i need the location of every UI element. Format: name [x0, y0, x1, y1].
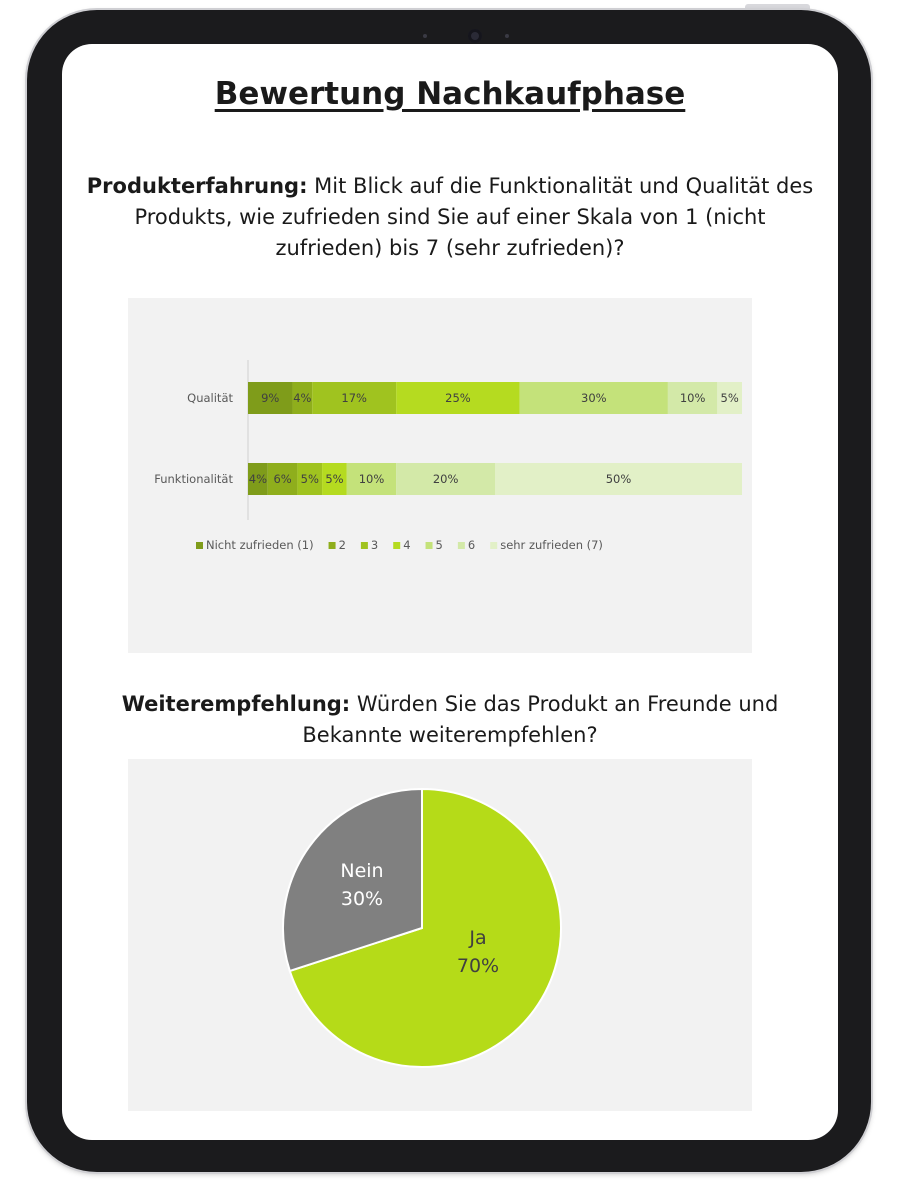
data-label: 5% — [325, 472, 343, 486]
legend-swatch — [360, 542, 368, 549]
question-product-experience: Produkterfahrung: Mit Blick auf die Funk… — [82, 171, 818, 264]
legend-label: 5 — [436, 538, 443, 552]
tablet-screen: Bewertung Nachkaufphase Produkterfahrung… — [62, 44, 838, 1140]
pie-slice-value: 70% — [457, 955, 499, 977]
legend-label: sehr zufrieden (7) — [500, 538, 603, 552]
data-label: 17% — [341, 391, 367, 405]
data-label: 20% — [433, 472, 459, 486]
legend-swatch — [393, 542, 401, 549]
bar-segment — [396, 382, 520, 414]
pie-slice-label: Nein — [340, 860, 383, 882]
data-label: 6% — [273, 472, 291, 486]
legend-label: 3 — [371, 538, 378, 552]
page-title: Bewertung Nachkaufphase — [214, 76, 686, 112]
bar-segment — [346, 463, 397, 495]
question-recommendation-text: Würden Sie das Produkt an Freunde und Be… — [302, 692, 779, 747]
bar-chart-panel: Qualität 9% 4% 17% 25% 30% 10% 5% Funktionalität… — [128, 298, 752, 653]
legend-label: 6 — [468, 538, 475, 552]
bar-segment — [312, 382, 397, 414]
data-label: 25% — [445, 391, 471, 405]
data-label: 5% — [721, 391, 739, 405]
question-product-experience-text: Mit Blick auf die Funktionalität und Qua… — [134, 174, 814, 260]
tablet-top-button — [745, 4, 810, 12]
data-label: 50% — [606, 472, 632, 486]
data-label: 10% — [359, 472, 385, 486]
bar-segment — [396, 463, 495, 495]
pie-slice — [288, 787, 562, 1068]
bar-segment — [322, 463, 347, 495]
bar-segment — [297, 463, 323, 495]
data-label: 9% — [261, 391, 279, 405]
bar-segment — [717, 382, 742, 414]
legend-label: 4 — [403, 538, 410, 552]
pie-slice-value: 30% — [341, 888, 383, 910]
sensor-dot-icon — [505, 34, 509, 38]
bar-segment — [495, 463, 742, 495]
question-product-experience-label: Produkterfahrung: — [86, 174, 308, 198]
legend-swatch — [196, 542, 203, 549]
question-recommendation-label: Weiterempfehlung: — [121, 692, 351, 716]
sensor-dot-icon — [423, 34, 427, 38]
data-label: 5% — [301, 472, 319, 486]
bar-segment — [248, 463, 268, 495]
pie-slice — [282, 787, 423, 973]
legend-swatch — [328, 542, 336, 549]
bar-segment — [667, 382, 718, 414]
bar-segment — [267, 463, 298, 495]
category-label: Funktionalität — [154, 472, 233, 486]
pie-slice-label: Ja — [468, 927, 486, 949]
bar-segment — [292, 382, 313, 414]
stacked-bar-chart: Qualität 9% 4% 17% 25% 30% 10% 5%Funktionalität… — [154, 360, 742, 552]
data-label: 30% — [581, 391, 607, 405]
category-label: Qualität — [187, 391, 233, 405]
data-label: 4% — [249, 472, 267, 486]
legend-label: Nicht zufrieden (1) — [206, 538, 314, 552]
pie-chart-panel: Ja 70% Nein 30% — [128, 759, 752, 1111]
pie-chart: Ja 70% Nein 30% — [282, 787, 562, 1068]
legend-swatch — [490, 542, 498, 549]
bar-segment — [519, 382, 668, 414]
data-label: 10% — [680, 391, 706, 405]
camera-icon — [468, 29, 482, 43]
legend-swatch — [457, 542, 465, 549]
legend-swatch — [425, 542, 433, 549]
data-label: 4% — [293, 391, 311, 405]
question-recommendation: Weiterempfehlung: Würden Sie das Produkt… — [82, 689, 818, 751]
legend-label: 2 — [339, 538, 346, 552]
bar-segment — [248, 382, 293, 414]
